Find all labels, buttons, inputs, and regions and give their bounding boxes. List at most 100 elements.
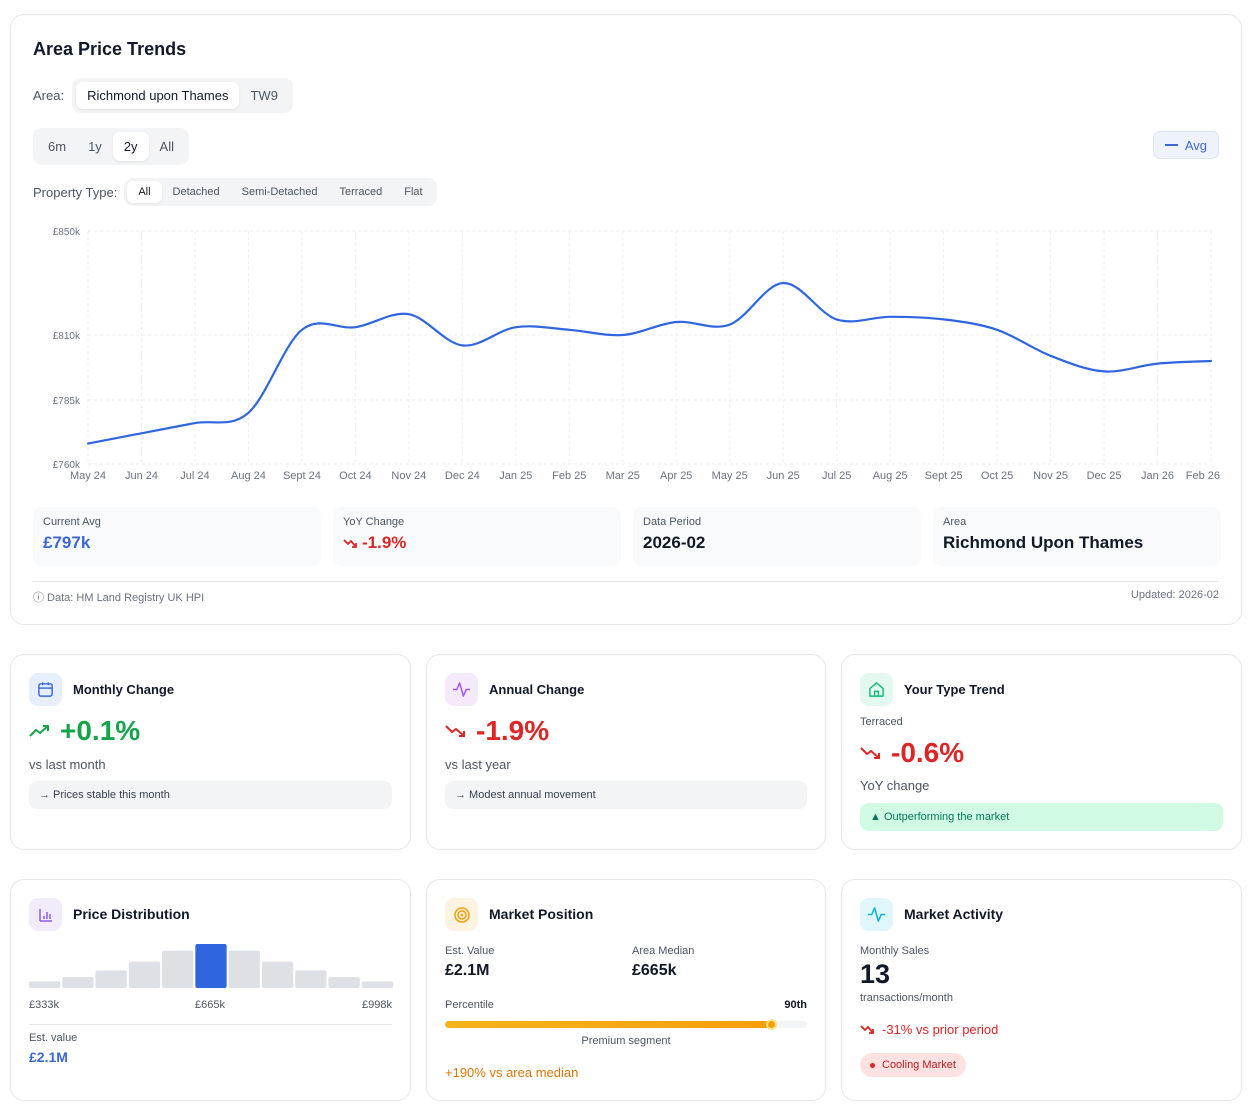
card-title: Monthly Change (73, 682, 175, 697)
annual-change-note: → Modest annual movement (445, 781, 807, 809)
histogram-bar (128, 961, 161, 988)
bar-chart-icon (29, 898, 62, 931)
histogram-bar (29, 981, 61, 988)
x-tick-label: Feb 26 (1186, 470, 1220, 482)
x-tick-label: Dec 24 (445, 470, 480, 482)
area-option-richmond[interactable]: Richmond upon Thames (76, 81, 240, 109)
property-type-name: Terraced (860, 716, 903, 728)
area-option-tw9[interactable]: TW9 (250, 87, 278, 103)
percentile-fill (445, 1021, 771, 1028)
outperforming-badge: ▲ Outperforming the market (860, 803, 1223, 831)
monthly-change-value-row: +0.1% (29, 715, 140, 747)
monthly-sales-label: Monthly Sales (860, 945, 930, 957)
range-2y[interactable]: 2y (112, 132, 149, 161)
est-value-label: Est. value (29, 1032, 78, 1044)
calendar-icon (29, 673, 62, 706)
histogram-bar-highlight (195, 944, 227, 988)
stat-current-avg: Current Avg £797k (33, 507, 321, 566)
histogram-bar (95, 970, 127, 988)
monthly-change-note: → Prices stable this month (29, 781, 392, 809)
cooling-market-badge: Cooling Market (860, 1053, 966, 1077)
trend-down-icon (860, 747, 880, 759)
histogram-bar (261, 961, 294, 988)
ptype-detached[interactable]: Detached (172, 186, 220, 198)
avg-toggle-button[interactable]: Avg (1152, 131, 1219, 159)
data-source: ⓘ Data: HM Land Registry UK HPI (33, 592, 205, 604)
line-legend-icon (1164, 144, 1178, 146)
stat-label: Area (943, 516, 967, 528)
stat-area: Area Richmond Upon Thames (933, 507, 1221, 566)
y-tick-label: £785k (53, 396, 81, 407)
ptype-flat[interactable]: Flat (404, 186, 423, 198)
ptype-terraced[interactable]: Terraced (339, 186, 383, 198)
x-tick-label: Jul 24 (180, 470, 209, 482)
area-median-value: £665k (632, 962, 677, 979)
pulse-icon (860, 898, 893, 931)
percentile-value: 90th (784, 999, 807, 1011)
segment-label: Premium segment (581, 1035, 671, 1047)
avg-price-line (86, 281, 1213, 445)
area-toggle: Richmond upon Thames TW9 (72, 77, 293, 113)
range-all[interactable]: All (159, 139, 174, 154)
type-trend-value: -0.6% (891, 737, 965, 768)
badge-label: Cooling Market (882, 1059, 956, 1071)
x-tick-label: Mar 25 (606, 470, 640, 482)
range-1y[interactable]: 1y (88, 139, 102, 154)
y-tick-label: £810k (53, 331, 81, 342)
target-icon (445, 898, 478, 931)
ptype-semi-detached[interactable]: Semi-Detached (241, 186, 318, 198)
range-toggle: 6m 1y 2y All (33, 128, 189, 165)
dist-mid-label: £665k (195, 999, 225, 1011)
histogram-bar (361, 981, 393, 988)
updated-date: Updated: 2026-02 (1130, 589, 1219, 601)
histogram-bar (62, 977, 94, 988)
x-tick-label: Oct 24 (339, 470, 371, 482)
est-value: £2.1M (445, 962, 490, 979)
x-tick-label: Jan 25 (499, 470, 532, 482)
monthly-change-card: Monthly Change +0.1% vs last month → Pri… (10, 654, 411, 850)
x-tick-label: Sept 24 (283, 470, 321, 482)
property-type-selector: Property Type: All Detached Semi-Detache… (33, 178, 437, 206)
histogram-bar (295, 970, 327, 988)
divider (29, 1024, 392, 1025)
area-label: Area: (33, 87, 65, 103)
stat-label: Data Period (643, 516, 702, 528)
x-tick-label: Oct 25 (981, 470, 1013, 482)
x-tick-label: Jan 26 (1141, 470, 1174, 482)
market-position-card: Market Position Est. Value £2.1M Area Me… (426, 879, 826, 1101)
price-trend-chart[interactable]: £760k £785k £810k £850k May 24 Jun 24 Jul 24 Au… (31, 221, 1223, 491)
activity-icon (445, 673, 478, 706)
stat-label: YoY Change (343, 516, 405, 528)
ptype-all[interactable]: All (127, 181, 162, 203)
stat-value: 2026-02 (643, 533, 706, 552)
stat-value-row: -1.9% (343, 533, 611, 553)
type-trend-value-row: -0.6% (860, 737, 964, 769)
x-tick-label: Jun 24 (125, 470, 158, 482)
y-tick-label: £850k (53, 227, 81, 238)
x-tick-label: Aug 24 (231, 470, 266, 482)
area-median-label: Area Median (632, 945, 695, 957)
y-tick-label: £760k (53, 460, 81, 471)
percentile-marker (765, 1019, 777, 1030)
x-tick-label: Apr 25 (660, 470, 692, 482)
x-tick-label: Aug 25 (873, 470, 908, 482)
range-6m[interactable]: 6m (48, 139, 67, 154)
price-distribution-histogram (29, 944, 393, 988)
status-dot-icon (870, 1062, 875, 1068)
trend-down-icon (445, 725, 465, 737)
x-tick-label: Feb 25 (552, 470, 586, 482)
x-tick-label: Jun 25 (767, 470, 800, 482)
divider (33, 581, 1219, 582)
dist-min-label: £333k (29, 999, 59, 1011)
annual-change-card: Annual Change -1.9% vs last year → Modes… (426, 654, 826, 850)
card-title: Annual Change (489, 682, 585, 697)
annual-change-sub: vs last year (445, 757, 511, 772)
activity-change: -31% vs prior period (882, 1022, 999, 1037)
stat-value: -1.9% (362, 533, 407, 552)
type-trend-sub: YoY change (860, 778, 930, 793)
monthly-sales-value: 13 (860, 959, 891, 989)
stat-yoy-change: YoY Change -1.9% (333, 507, 621, 566)
annual-change-value: -1.9% (476, 715, 550, 746)
activity-change-row: -31% vs prior period (860, 1022, 998, 1037)
dist-max-label: £998k (362, 999, 392, 1011)
